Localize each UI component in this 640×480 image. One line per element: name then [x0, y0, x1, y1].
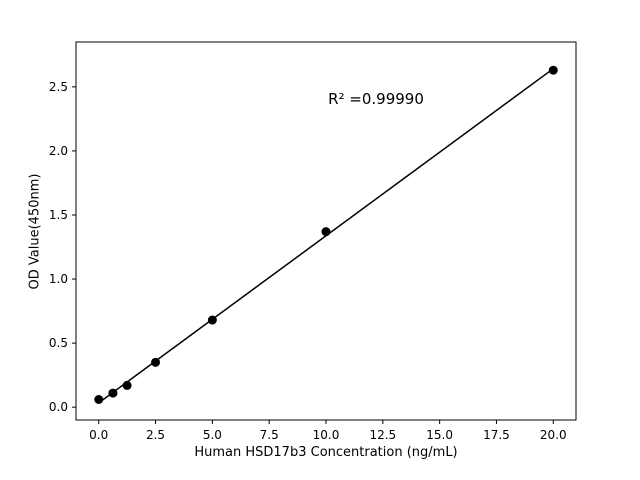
data-point — [548, 65, 558, 75]
y-tick-label: 0.0 — [49, 400, 68, 414]
x-tick-label: 20.0 — [540, 428, 567, 442]
y-axis: 0.0 0.5 1.0 1.5 2.0 2.5 — [49, 80, 76, 414]
data-point — [207, 315, 217, 325]
data-point — [108, 388, 118, 398]
r-squared-annotation: R² =0.99990 — [328, 90, 424, 108]
y-tick-label: 2.5 — [49, 80, 68, 94]
x-axis-label: Human HSD17b3 Concentration (ng/mL) — [194, 445, 458, 460]
x-tick-label: 5.0 — [203, 428, 222, 442]
x-tick-label: 15.0 — [426, 428, 453, 442]
x-tick-label: 2.5 — [146, 428, 165, 442]
data-point — [122, 380, 132, 390]
y-tick-label: 2.0 — [49, 144, 68, 158]
data-series — [94, 65, 558, 404]
y-tick-label: 1.0 — [49, 272, 68, 286]
x-tick-label: 7.5 — [260, 428, 279, 442]
y-tick-label: 0.5 — [49, 336, 68, 350]
data-point — [321, 227, 331, 237]
data-point — [94, 394, 104, 404]
x-tick-label: 0.0 — [89, 428, 108, 442]
x-tick-label: 10.0 — [313, 428, 340, 442]
x-axis: 0.0 2.5 5.0 7.5 10.0 12.5 15.0 17.5 20.0 — [89, 420, 567, 442]
y-tick-label: 1.5 — [49, 208, 68, 222]
x-tick-label: 17.5 — [483, 428, 510, 442]
y-axis-label: OD Value(450nm) — [27, 173, 43, 290]
x-tick-label: 12.5 — [369, 428, 396, 442]
data-point — [151, 357, 161, 367]
